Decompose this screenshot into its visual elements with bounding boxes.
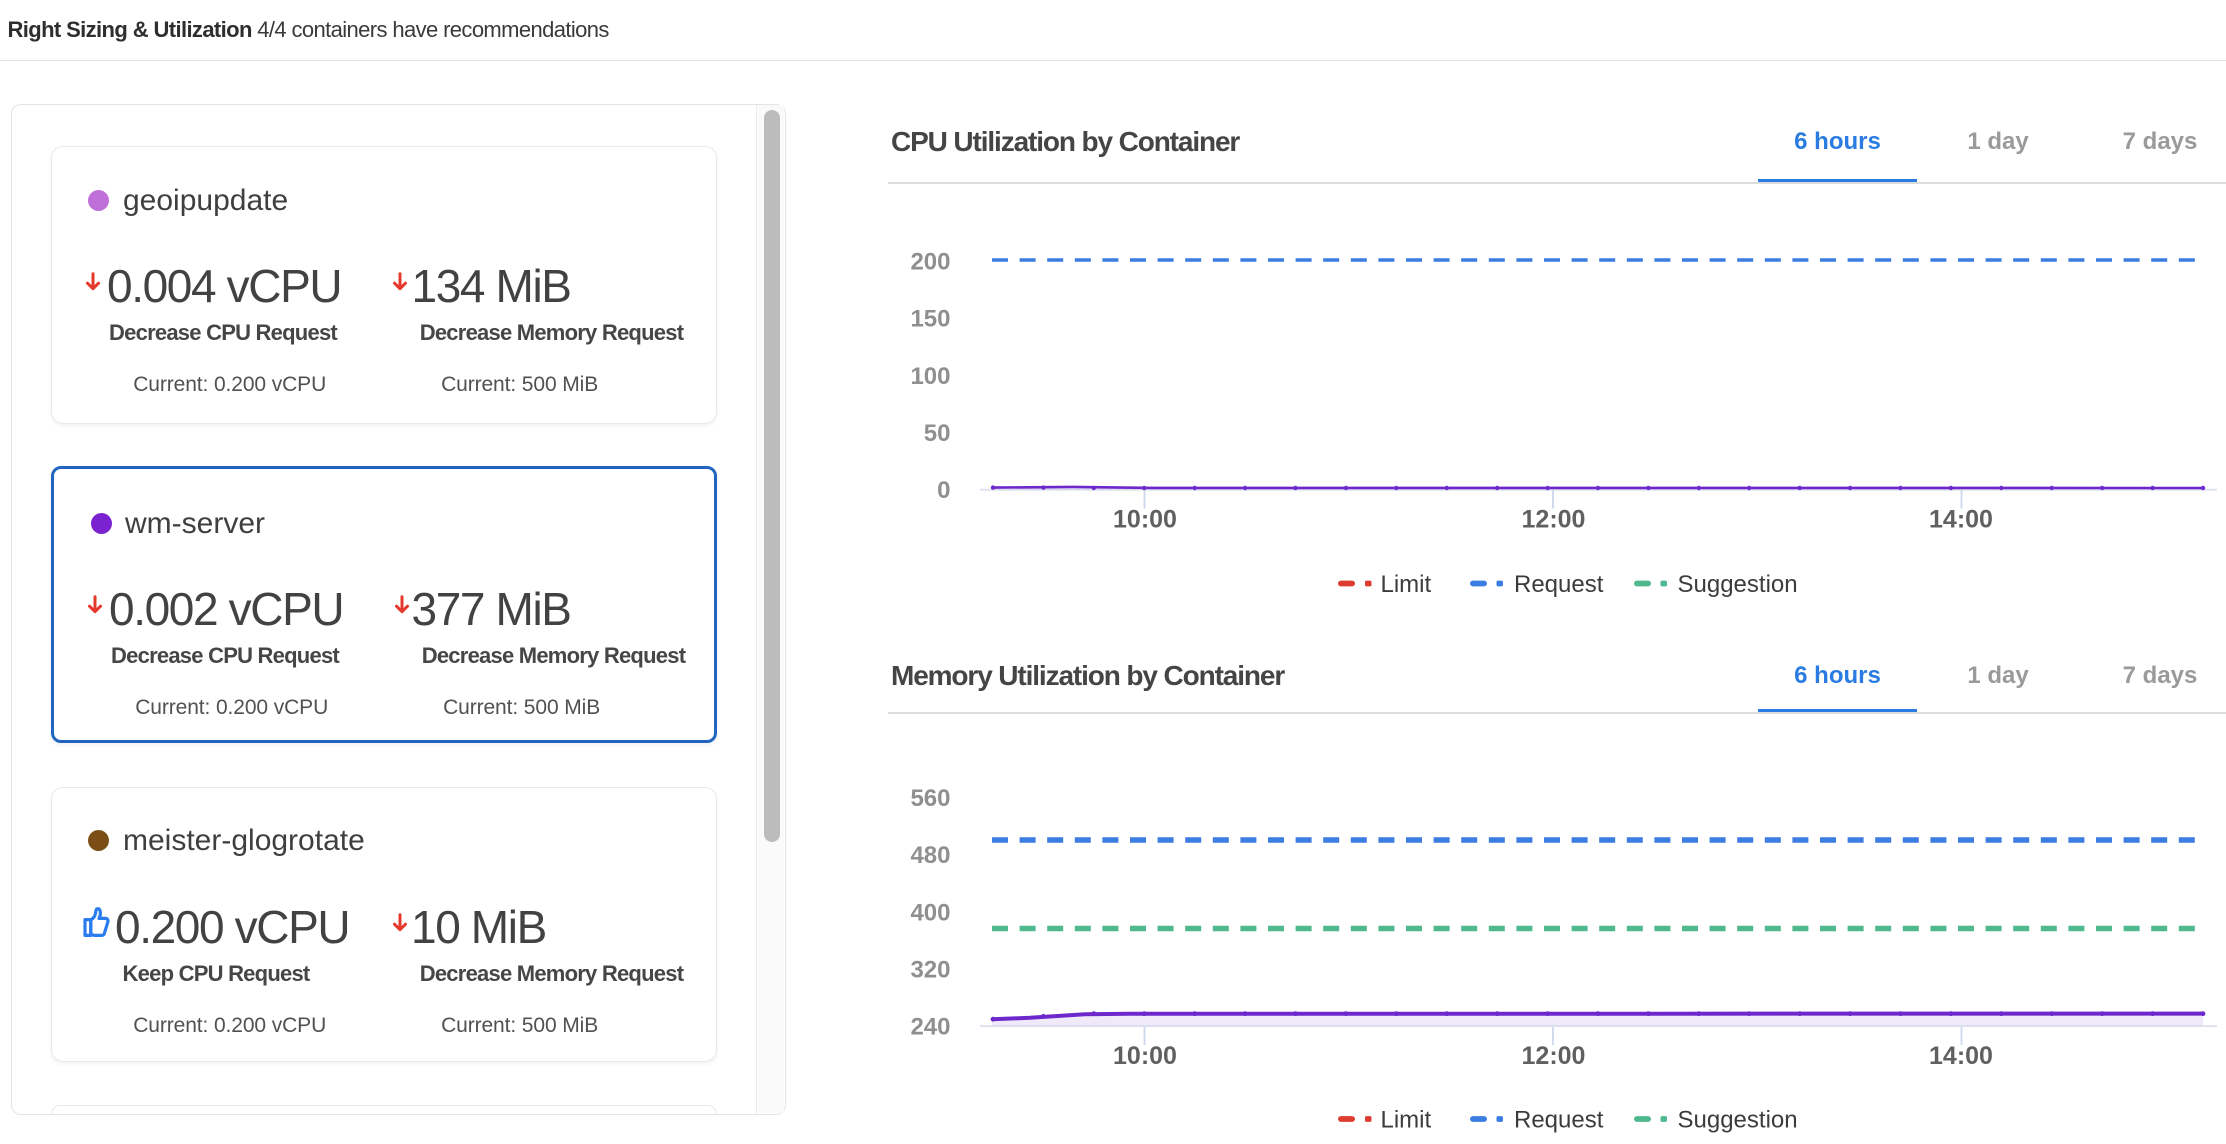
svg-text:240: 240 bbox=[910, 1014, 950, 1041]
svg-text:10:00: 10:00 bbox=[1113, 506, 1177, 534]
svg-text:480: 480 bbox=[910, 842, 950, 869]
svg-text:14:00: 14:00 bbox=[1929, 1042, 1993, 1070]
svg-text:10:00: 10:00 bbox=[1113, 1042, 1177, 1070]
svg-text:Suggestion: Suggestion bbox=[1678, 1107, 1798, 1134]
svg-text:14:00: 14:00 bbox=[1929, 506, 1993, 534]
svg-text:320: 320 bbox=[910, 957, 950, 984]
svg-text:100: 100 bbox=[910, 363, 950, 390]
svg-text:150: 150 bbox=[910, 306, 950, 333]
svg-text:200: 200 bbox=[910, 248, 950, 275]
svg-text:Suggestion: Suggestion bbox=[1678, 571, 1798, 598]
svg-text:0: 0 bbox=[937, 477, 950, 504]
svg-text:12:00: 12:00 bbox=[1522, 506, 1586, 534]
svg-text:12:00: 12:00 bbox=[1522, 1042, 1586, 1070]
svg-text:Limit: Limit bbox=[1381, 1107, 1432, 1134]
svg-text:50: 50 bbox=[924, 420, 951, 447]
svg-text:400: 400 bbox=[910, 899, 950, 926]
svg-text:560: 560 bbox=[910, 785, 950, 812]
svg-text:Request: Request bbox=[1514, 1107, 1604, 1134]
svg-text:Limit: Limit bbox=[1381, 571, 1432, 598]
svg-text:Request: Request bbox=[1514, 571, 1604, 598]
